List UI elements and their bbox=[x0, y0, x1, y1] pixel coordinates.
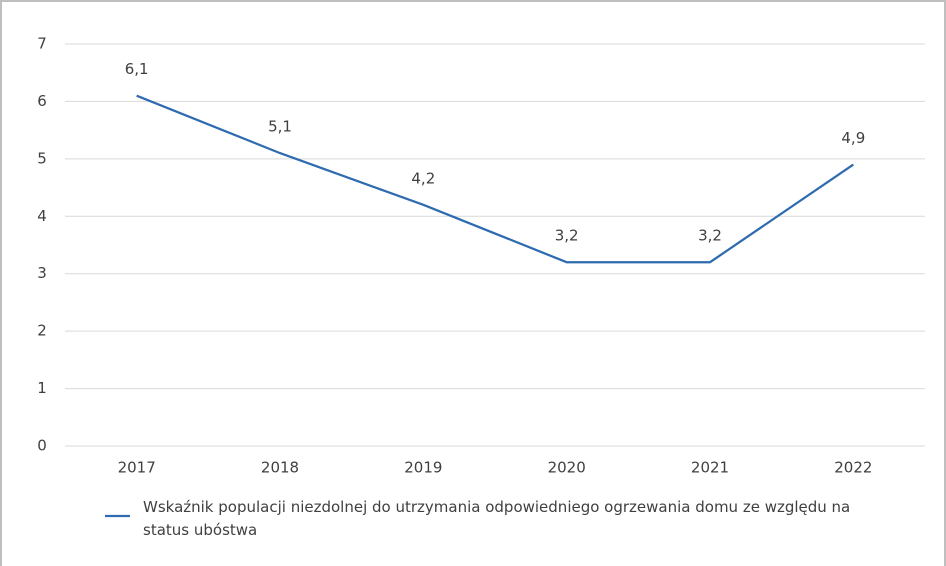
data-label: 3,2 bbox=[698, 227, 722, 245]
data-label: 5,1 bbox=[268, 118, 292, 136]
y-tick-label: 7 bbox=[37, 35, 47, 53]
data-label: 3,2 bbox=[555, 227, 579, 245]
x-tick-label: 2021 bbox=[691, 459, 729, 477]
x-tick-label: 2019 bbox=[404, 459, 442, 477]
legend-label: Wskaźnik populacji niezdolnej do utrzyma… bbox=[143, 498, 851, 539]
y-tick-label: 6 bbox=[37, 92, 47, 110]
data-label: 4,2 bbox=[411, 169, 435, 187]
data-label: 4,9 bbox=[841, 129, 865, 147]
y-tick-label: 5 bbox=[37, 149, 47, 167]
y-tick-label: 3 bbox=[37, 264, 47, 282]
x-tick-label: 2022 bbox=[834, 459, 872, 477]
y-tick-label: 1 bbox=[37, 379, 47, 397]
x-tick-label: 2018 bbox=[261, 459, 299, 477]
x-tick-label: 2020 bbox=[548, 459, 586, 477]
data-label: 6,1 bbox=[125, 60, 149, 78]
y-tick-label: 0 bbox=[37, 437, 47, 455]
y-tick-label: 2 bbox=[37, 322, 47, 340]
y-tick-label: 4 bbox=[37, 207, 47, 225]
data-line bbox=[136, 94, 854, 264]
x-tick-label: 2017 bbox=[118, 459, 156, 477]
